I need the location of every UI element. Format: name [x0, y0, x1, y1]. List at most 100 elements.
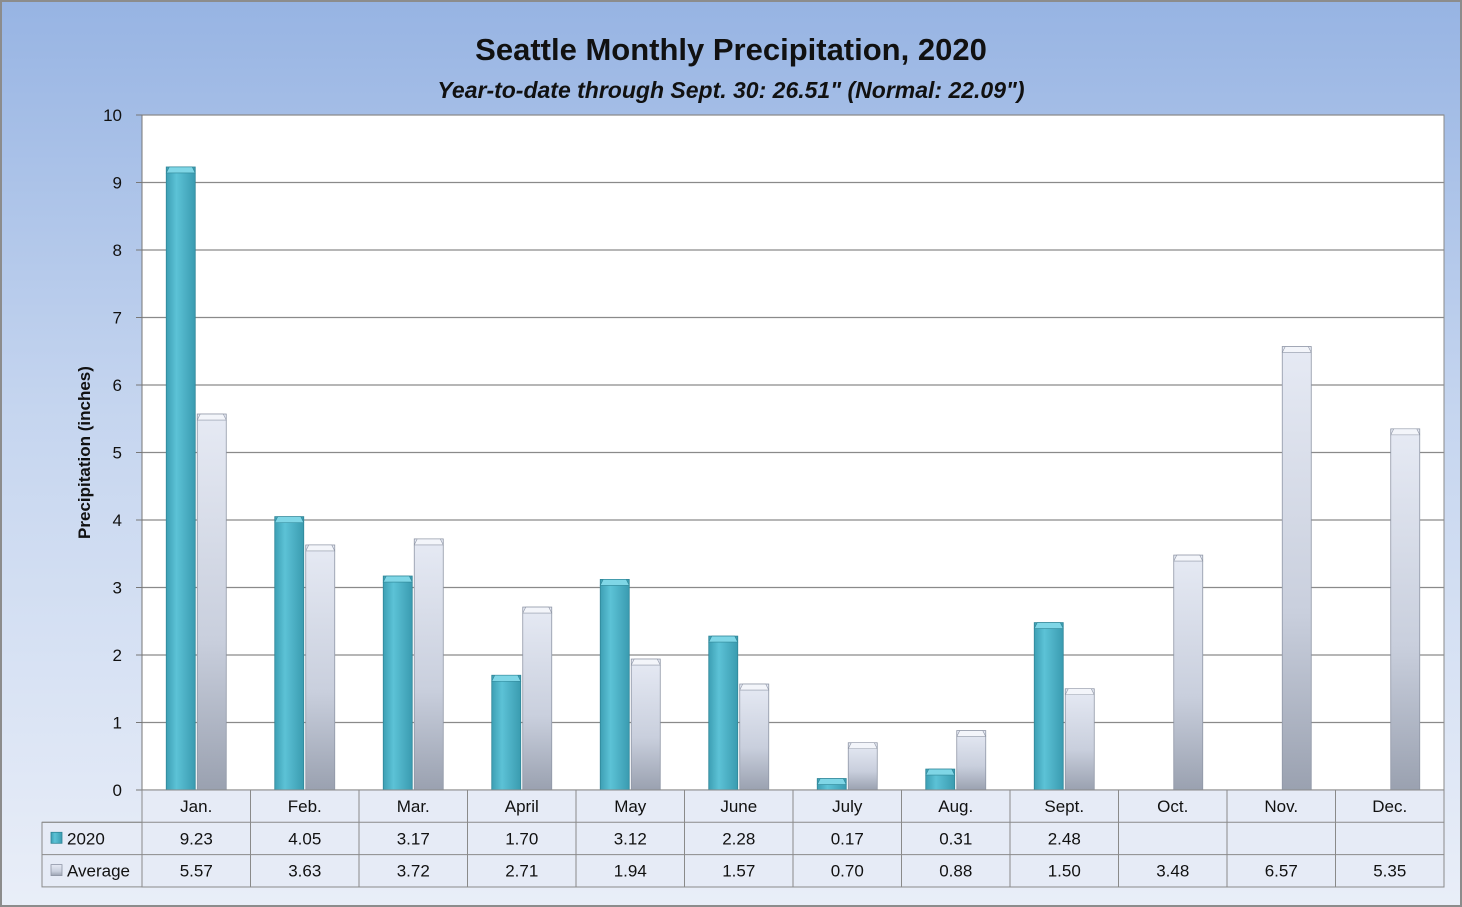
- bar-2020: [599, 579, 630, 791]
- category-label: Feb.: [288, 797, 322, 816]
- bar-body: [274, 516, 305, 791]
- bar-average: [630, 658, 661, 791]
- table-cell-value: 6.57: [1265, 862, 1298, 881]
- bar-cap: [739, 683, 770, 691]
- bars: [165, 166, 1421, 791]
- bar-cap: [816, 778, 847, 785]
- category-label: May: [614, 797, 647, 816]
- table-cell-value: 2.71: [505, 862, 538, 881]
- table-cell-value: 1.70: [505, 829, 538, 848]
- bar-body: [599, 579, 630, 791]
- bar-cap: [522, 606, 553, 614]
- bar-average: [1390, 428, 1421, 791]
- y-tick-label: 1: [113, 714, 122, 733]
- bar-body: [1033, 622, 1064, 791]
- table-cell-value: 1.94: [614, 862, 647, 881]
- chart-subtitle: Year-to-date through Sept. 30: 26.51" (N…: [437, 77, 1025, 103]
- bar-average: [196, 413, 227, 791]
- bar-body: [630, 658, 661, 791]
- bar-body: [196, 413, 227, 791]
- table-cell-value: 9.23: [180, 829, 213, 848]
- bar-2020: [708, 635, 739, 791]
- table-cell-value: 0.70: [831, 862, 864, 881]
- bar-2020: [382, 575, 413, 791]
- bar-average: [305, 544, 336, 791]
- bar-cap: [630, 658, 661, 666]
- bar-cap: [708, 635, 739, 643]
- bar-cap: [925, 768, 956, 776]
- table-cell-value: 0.17: [831, 829, 864, 848]
- bar-cap: [1390, 428, 1421, 436]
- legend-swatch: [50, 831, 63, 844]
- table-cell-value: 0.88: [939, 862, 972, 881]
- bar-average: [956, 730, 987, 791]
- category-label: Nov.: [1264, 797, 1298, 816]
- category-label: Oct.: [1157, 797, 1188, 816]
- bar-cap: [382, 575, 413, 583]
- bar-average: [1064, 688, 1095, 791]
- data-table: Jan. Feb. Mar. April May June July Aug. Sept. Oct…: [41, 789, 1445, 888]
- bar-body: [1281, 346, 1312, 791]
- y-tick-label: 10: [103, 106, 122, 125]
- y-tick-label: 4: [113, 511, 122, 530]
- category-label: July: [832, 797, 863, 816]
- bar-cap: [305, 544, 336, 552]
- table-cell-value: 0.31: [939, 829, 972, 848]
- bar-cap: [1064, 688, 1095, 696]
- bar-2020: [274, 516, 305, 791]
- category-label: Aug.: [938, 797, 973, 816]
- bar-average: [522, 606, 553, 791]
- bar-body: [847, 742, 878, 791]
- table-cell-value: 4.05: [288, 829, 321, 848]
- y-tick-label: 7: [113, 309, 122, 328]
- bar-body: [1173, 554, 1204, 791]
- y-tick-label: 5: [113, 444, 122, 463]
- bar-average: [739, 683, 770, 791]
- bar-cap: [491, 674, 522, 682]
- table-cell-value: 3.72: [397, 862, 430, 881]
- table-cell-value: 3.12: [614, 829, 647, 848]
- bar-cap: [196, 413, 227, 421]
- bar-2020: [925, 768, 956, 791]
- y-tick-label: 0: [113, 781, 122, 800]
- y-axis: 0 1 2 3 4 5 6 7 8 9 10 Precipitation (inches): [75, 106, 143, 800]
- category-label: Jan.: [180, 797, 212, 816]
- bar-body: [413, 538, 444, 791]
- bar-2020: [816, 778, 847, 791]
- table-cell-value: 1.57: [722, 862, 755, 881]
- bar-cap: [413, 538, 444, 546]
- category-label: June: [720, 797, 757, 816]
- category-label: Dec.: [1372, 797, 1407, 816]
- table-cell-value: 5.57: [180, 862, 213, 881]
- table-cell-value: 3.17: [397, 829, 430, 848]
- y-tick-label: 3: [113, 579, 122, 598]
- bar-cap: [274, 516, 305, 523]
- bar-cap: [165, 166, 196, 174]
- legend-label: Average: [67, 862, 130, 881]
- bar-2020: [165, 166, 196, 791]
- y-tick-label: 8: [113, 241, 122, 260]
- table-cell-value: 3.48: [1156, 862, 1189, 881]
- bar-body: [956, 730, 987, 791]
- y-tick-label: 6: [113, 376, 122, 395]
- bar-cap: [956, 730, 987, 737]
- y-tick-label: 2: [113, 646, 122, 665]
- legend-label: 2020: [67, 829, 105, 848]
- table-cell-value: 1.50: [1048, 862, 1081, 881]
- bar-average: [1281, 346, 1312, 791]
- bar-body: [1064, 688, 1095, 791]
- bar-2020: [491, 674, 522, 791]
- bar-average: [847, 742, 878, 791]
- bar-average: [413, 538, 444, 791]
- table-cell-value: 2.48: [1048, 829, 1081, 848]
- bar-body: [1390, 428, 1421, 791]
- bar-body: [382, 575, 413, 791]
- bar-cap: [1033, 622, 1064, 629]
- bar-cap: [1173, 554, 1204, 562]
- y-tick-label: 9: [113, 174, 122, 193]
- category-label: Sept.: [1044, 797, 1084, 816]
- bar-body: [165, 166, 196, 791]
- y-axis-label: Precipitation (inches): [75, 366, 94, 539]
- table-cell-value: 5.35: [1373, 862, 1406, 881]
